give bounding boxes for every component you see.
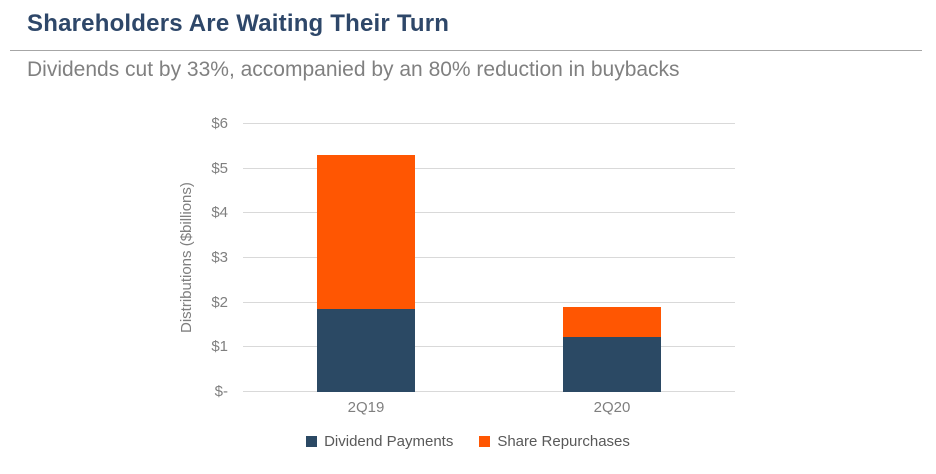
y-tick-label-6: $6 — [211, 115, 228, 132]
bar-segment-2q19-dividend-payments — [316, 309, 416, 392]
y-gridline-4 — [243, 212, 735, 214]
y-axis-tick-labels: $- $1 $2 $3 $4 $5 $6 — [146, 116, 228, 400]
y-gridline-5 — [243, 167, 735, 169]
bar-segment-2q20-dividend-payments — [562, 336, 662, 392]
title-divider — [10, 50, 922, 51]
y-tick-label-4: $4 — [211, 204, 228, 222]
page-subtitle: Dividends cut by 33%, accompanied by an … — [27, 58, 680, 81]
y-tick-label-1: $1 — [211, 338, 228, 356]
legend-item-dividend-payments: Dividend Payments — [306, 433, 453, 450]
bar-segment-2q20-share-repurchases — [562, 306, 662, 337]
x-axis-category-labels: 2Q19 2Q20 — [243, 399, 735, 419]
legend-label-dividend-payments: Dividend Payments — [324, 433, 454, 450]
y-tick-label-3: $3 — [211, 249, 228, 266]
legend-swatch-icon-dividend-payments — [306, 436, 318, 447]
legend-label-share-repurchases: Share Repurchases — [497, 433, 630, 450]
y-gridline-6 — [243, 123, 735, 124]
x-tick-label-2q20: 2Q20 — [593, 399, 631, 416]
y-tick-label-5: $5 — [211, 159, 228, 177]
bar-2q20 — [562, 124, 662, 392]
y-tick-label-2: $2 — [211, 293, 228, 311]
page-title: Shareholders Are Waiting Their Turn — [27, 10, 450, 37]
bar-2q19 — [316, 124, 416, 392]
x-tick-label-2q19: 2Q19 — [347, 399, 385, 416]
legend-item-share-repurchases: Share Repurchases — [479, 433, 630, 450]
legend-swatch-icon-share-repurchases — [479, 436, 491, 447]
y-tick-label-: $- — [214, 383, 228, 400]
y-gridline- — [243, 391, 735, 392]
y-gridline-3 — [243, 257, 735, 258]
y-gridline-2 — [243, 301, 735, 303]
bar-segment-2q19-share-repurchases — [316, 155, 416, 310]
plot-area — [243, 123, 735, 392]
y-gridline-1 — [243, 346, 735, 348]
chart-legend: Dividend Payments Share Repurchases — [0, 433, 936, 450]
